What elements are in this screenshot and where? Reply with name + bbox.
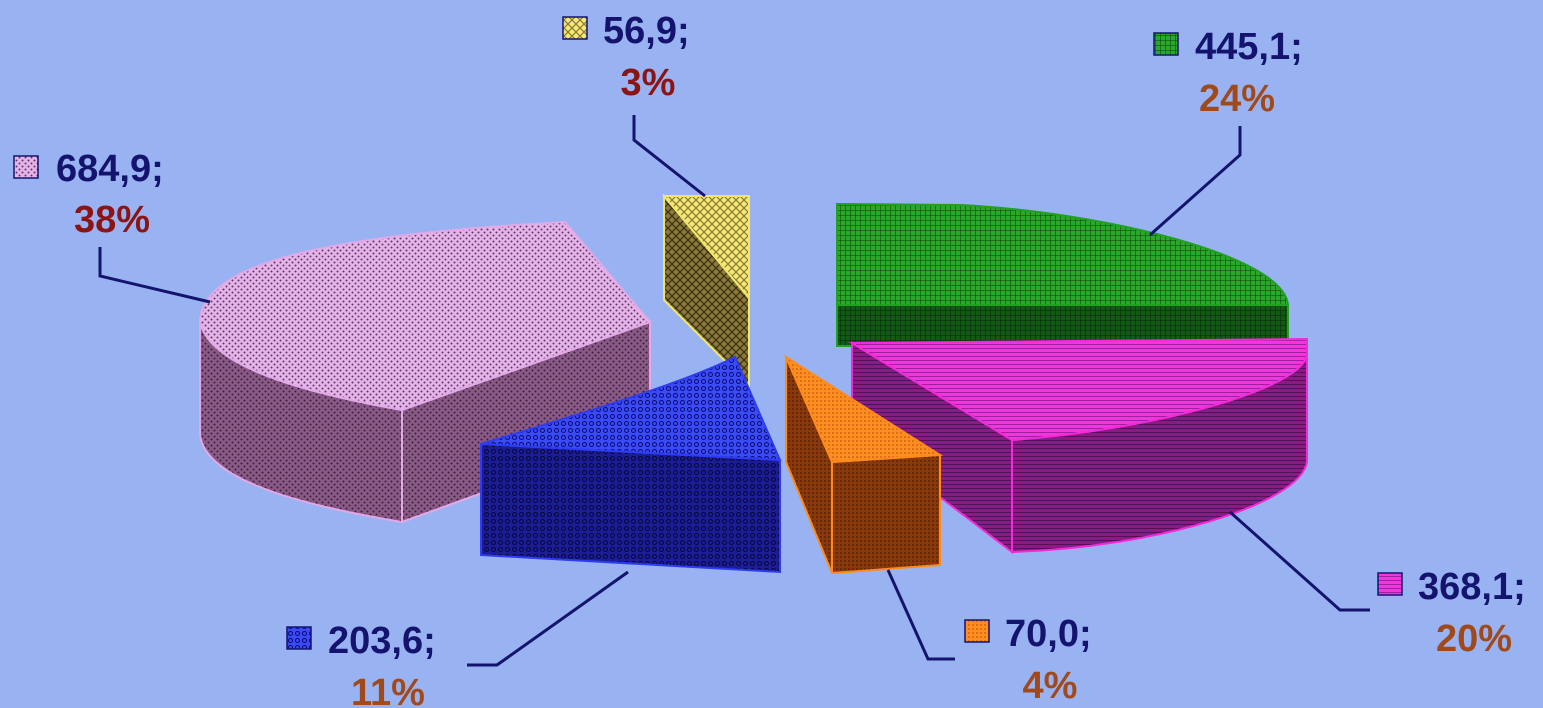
data-label: 368,1; 20% [1377,566,1526,660]
legend-swatch-icon [1377,572,1403,596]
pie-slice-side [831,453,941,575]
percent-label: 38% [74,199,150,241]
pie-slice-700 [783,354,944,575]
leader-line [98,247,211,304]
pie-slice-2036 [480,355,782,574]
leader-line [467,570,629,667]
legend-swatch-icon [964,619,990,643]
value-label: 203,6; [328,620,436,662]
pie-slice-top [198,220,652,412]
data-label: 203,6; 11% [286,620,436,708]
leader-line [1149,126,1242,237]
legend-swatch-icon [562,16,588,40]
value-label: 70,0; [1005,613,1092,655]
data-label: 684,9; 38% [13,148,164,241]
data-label: 70,0; 4% [964,613,1092,707]
pie-slice-3681 [848,337,1308,555]
leader-line [1229,510,1370,612]
pie-slice-top [783,354,944,464]
pie-slice-569 [661,193,750,388]
legend-swatch-icon [13,155,39,179]
pie-slice-top [480,355,782,462]
pie-slice-top [848,337,1308,442]
value-label: 684,9; [56,148,164,190]
pie-slice-side [480,442,781,574]
data-label: 56,9; 3% [562,10,690,104]
legend-swatch-icon [1153,32,1179,56]
percent-label: 4% [1023,665,1078,707]
pie-slice-6849 [198,220,652,524]
leader-line [886,569,955,661]
pie-slice-4451 [836,202,1290,347]
percent-label: 20% [1436,618,1512,660]
percent-label: 11% [351,672,425,708]
pie-slice-top [661,195,750,301]
percent-label: 24% [1199,78,1275,120]
pie-slice-top [836,202,1290,306]
value-label: 368,1; [1418,566,1526,608]
leader-line [632,115,706,198]
value-label: 56,9; [603,10,690,52]
value-label: 445,1; [1195,26,1303,68]
percent-label: 3% [621,62,676,104]
legend-swatch-icon [286,626,312,650]
data-label: 445,1; 24% [1153,26,1303,120]
